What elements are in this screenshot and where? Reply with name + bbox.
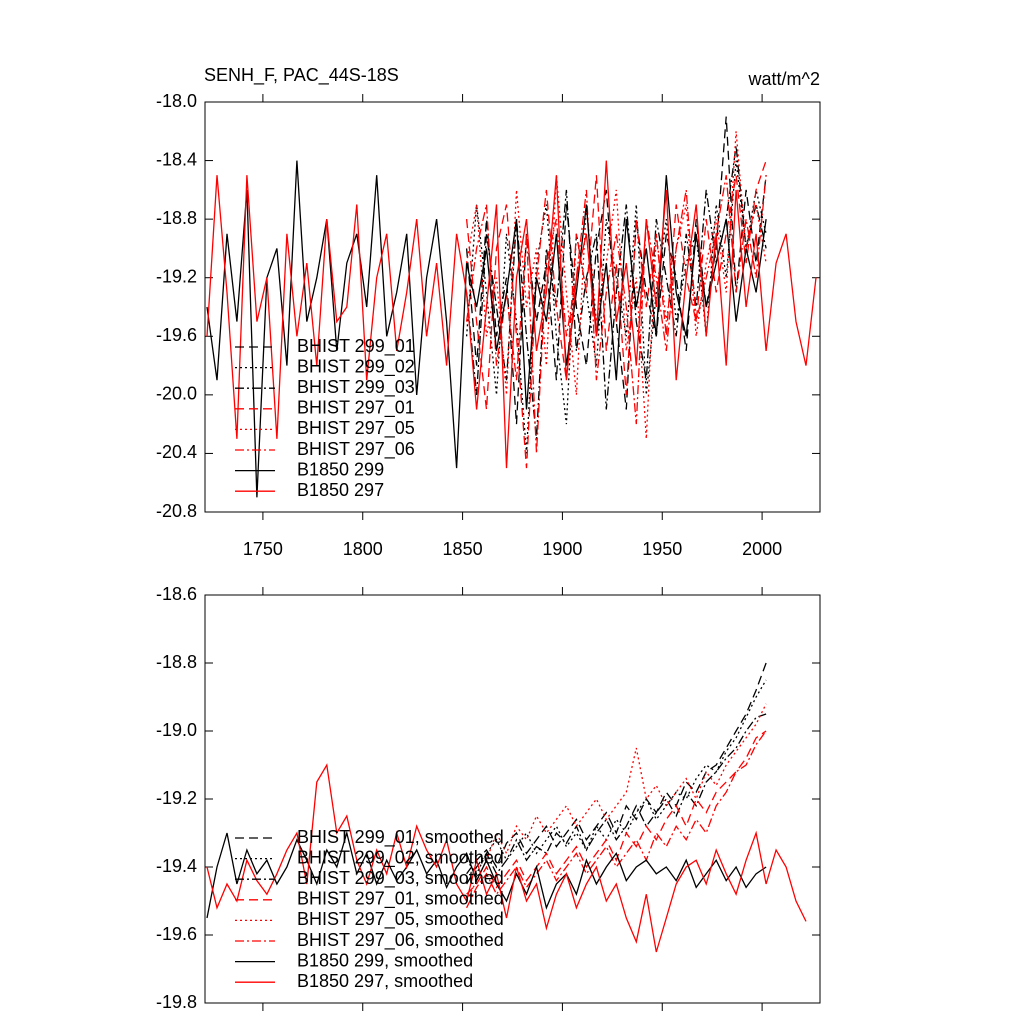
legend-label: BHIST 297_06 — [297, 439, 415, 460]
y-tick-label: -19.6 — [156, 924, 197, 944]
legend-label: BHIST 299_02, smoothed — [297, 847, 504, 868]
legend-label: B1850 299 — [297, 459, 384, 479]
series-line — [466, 730, 767, 895]
y-tick-label: -18.6 — [156, 584, 197, 604]
y-tick-label: -18.8 — [156, 652, 197, 672]
y-tick-label: -20.8 — [156, 501, 197, 521]
y-tick-label: -20.0 — [156, 384, 197, 404]
x-tick-label: 1800 — [343, 539, 383, 559]
legend-label: BHIST 299_03 — [297, 377, 415, 398]
y-tick-label: -18.4 — [156, 149, 197, 169]
series-line — [206, 763, 807, 953]
plot-frame — [204, 101, 821, 513]
units-label: watt/m^2 — [748, 69, 820, 89]
y-tick-label: -19.2 — [156, 266, 197, 286]
series-line — [466, 730, 767, 909]
plot-frame — [204, 594, 821, 1004]
legend-label: BHIST 299_01 — [297, 336, 415, 357]
y-tick-label: -19.0 — [156, 720, 197, 740]
y-tick-label: -19.2 — [156, 788, 197, 808]
x-tick-label: 1900 — [542, 539, 582, 559]
series-line — [466, 662, 767, 875]
legend-label: BHIST 297_05, smoothed — [297, 909, 504, 930]
x-tick-label: 1850 — [443, 539, 483, 559]
series-line — [466, 713, 767, 885]
x-tick-label: 1950 — [642, 539, 682, 559]
legend-label: BHIST 297_06, smoothed — [297, 930, 504, 951]
legend-label: BHIST 297_01, smoothed — [297, 889, 504, 910]
series-line — [465, 160, 767, 469]
chart-title: SENH_F, PAC_44S-18S — [204, 65, 399, 86]
x-tick-label: 2000 — [742, 539, 782, 559]
series-line — [206, 160, 817, 469]
y-tick-label: -19.6 — [156, 325, 197, 345]
y-tick-label: -19.8 — [156, 992, 197, 1012]
legend-label: B1850 297 — [297, 480, 384, 500]
series-line — [465, 131, 767, 439]
legend-label: BHIST 297_05 — [297, 418, 415, 439]
legend-label: BHIST 299_01, smoothed — [297, 827, 504, 848]
y-tick-label: -18.8 — [156, 208, 197, 228]
series-line — [466, 679, 767, 876]
series-line — [206, 160, 767, 498]
legend-label: B1850 297, smoothed — [297, 971, 473, 991]
legend-label: BHIST 299_02 — [297, 356, 415, 377]
y-tick-label: -18.0 — [156, 91, 197, 111]
series-line — [465, 160, 767, 454]
legend-label: BHIST 297_01 — [297, 398, 415, 419]
series-line — [465, 116, 767, 425]
x-tick-label: 1750 — [243, 539, 283, 559]
legend-label: BHIST 299_03, smoothed — [297, 868, 504, 889]
legend-label: B1850 299, smoothed — [297, 950, 473, 970]
y-tick-label: -19.4 — [156, 856, 197, 876]
series-line — [466, 703, 767, 902]
y-tick-label: -20.4 — [156, 442, 197, 462]
